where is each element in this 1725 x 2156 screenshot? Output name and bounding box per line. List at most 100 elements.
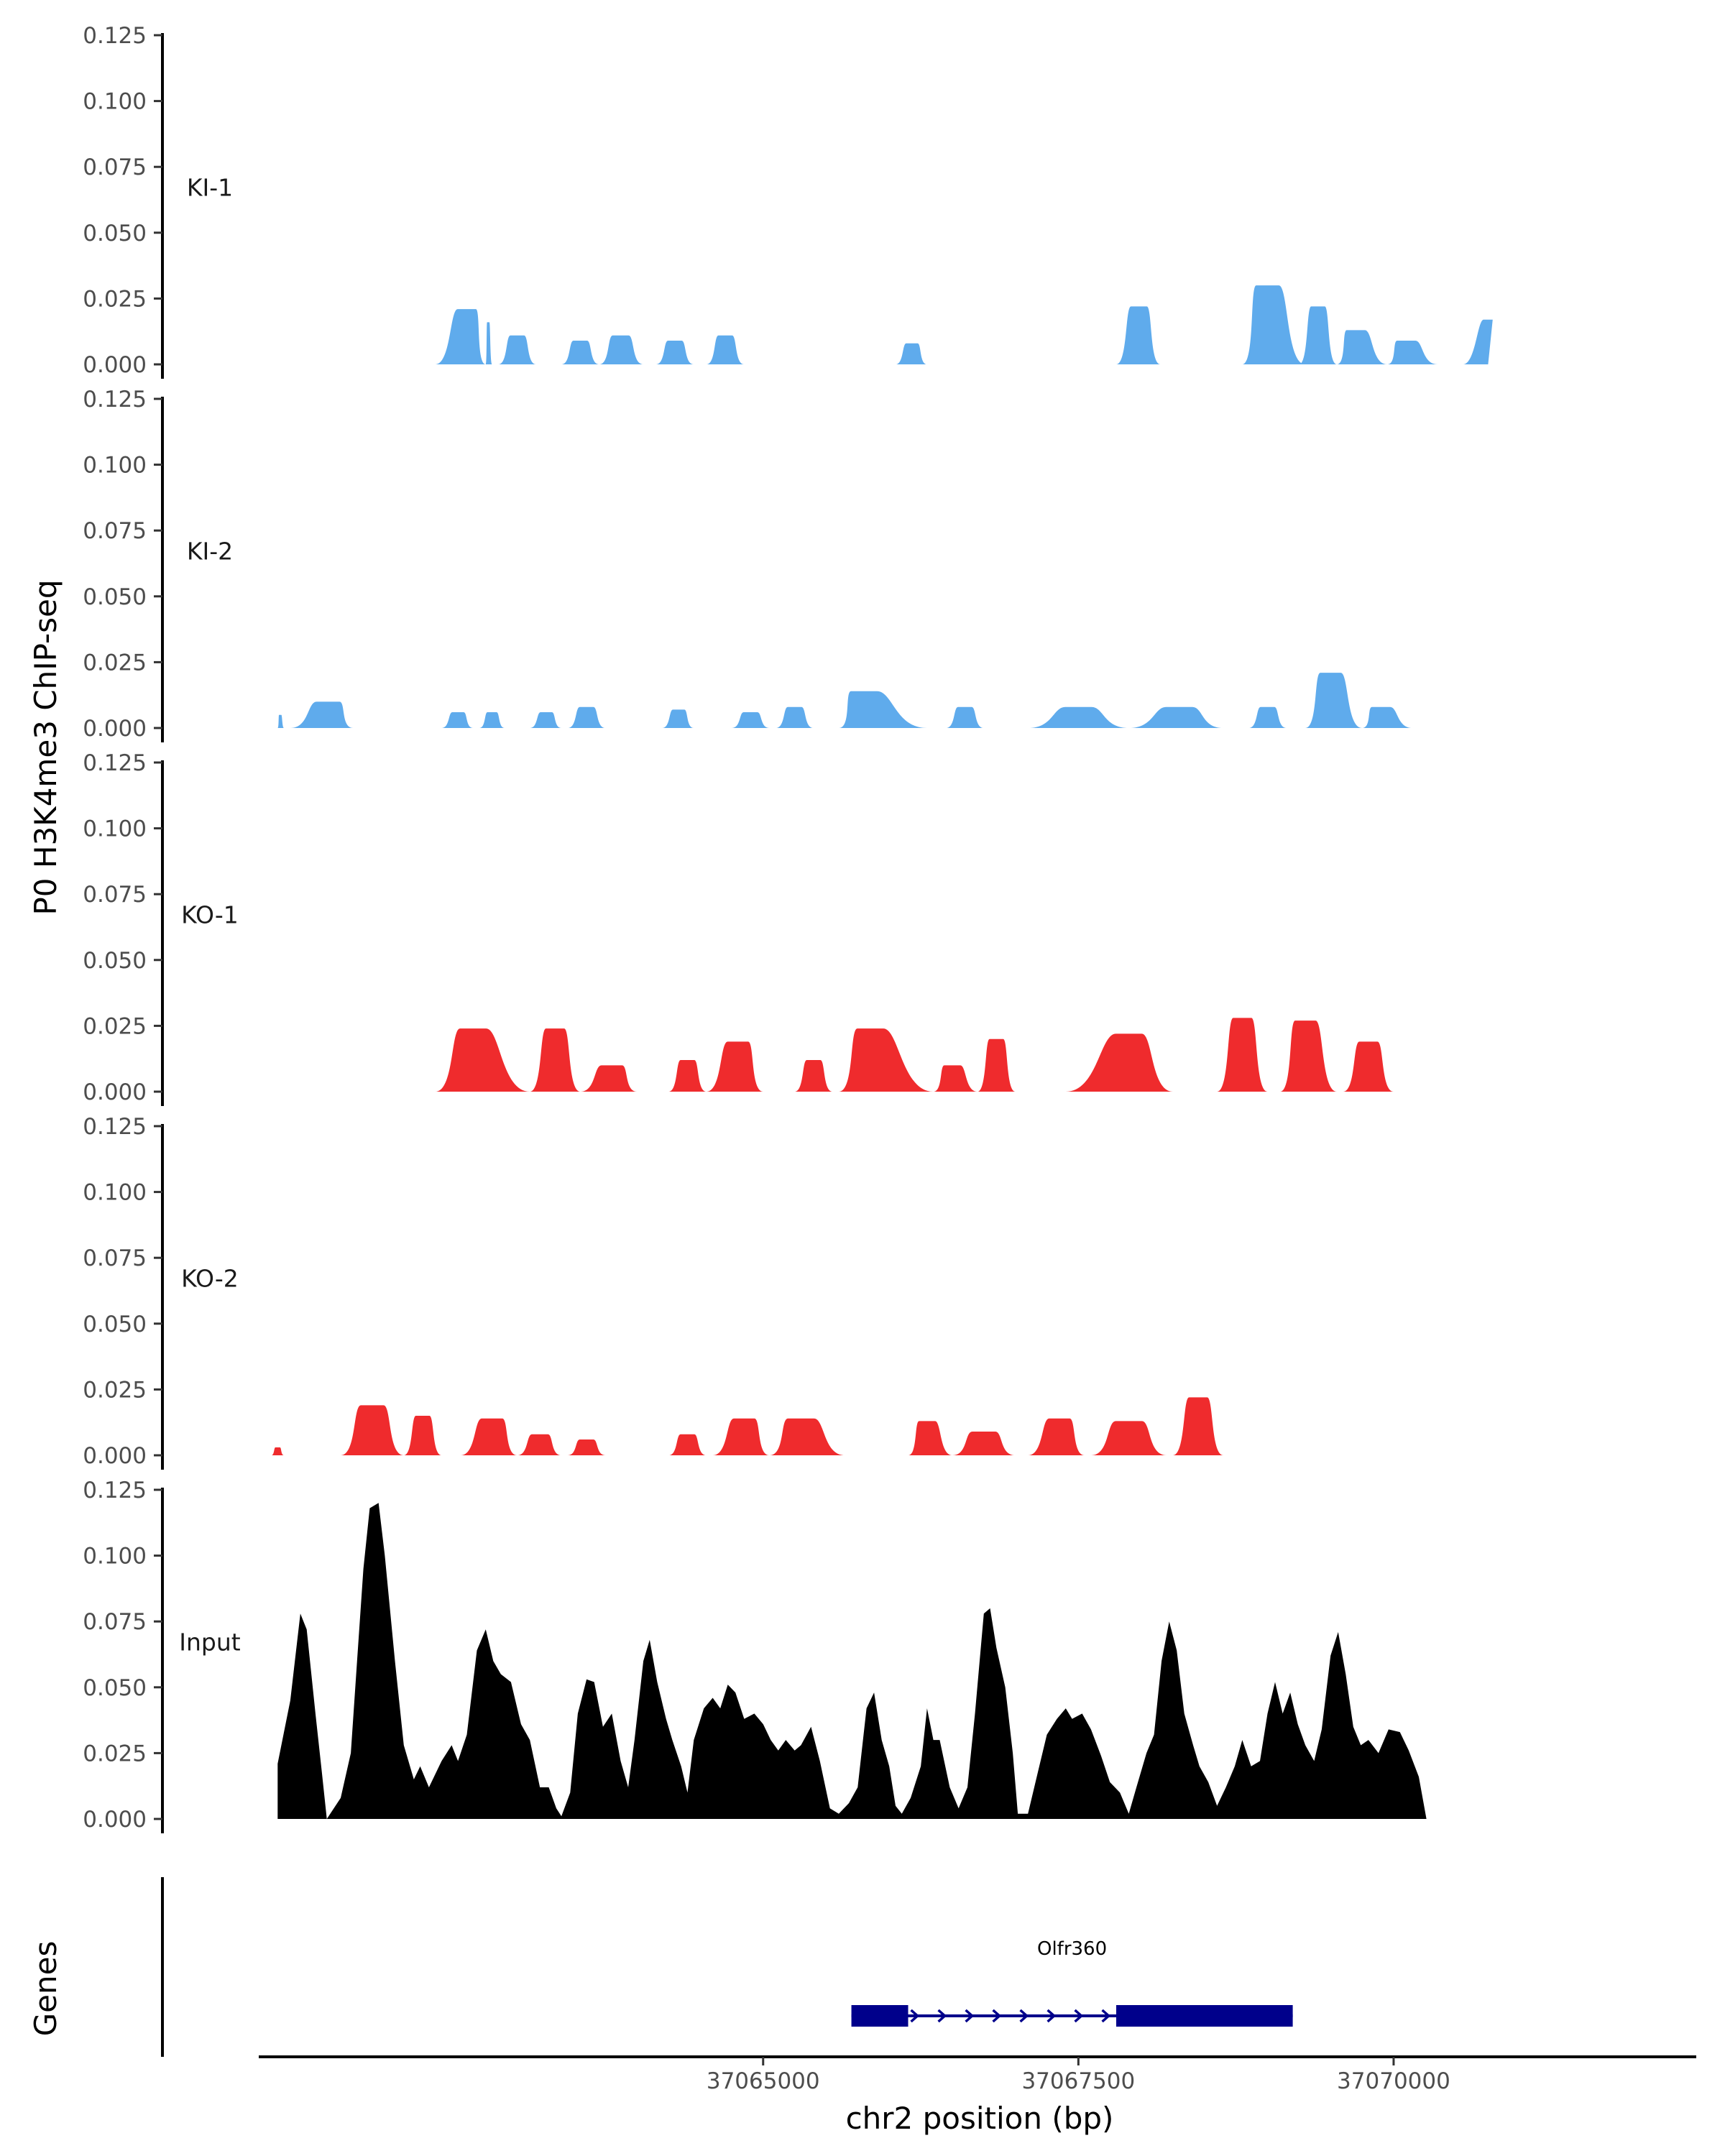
- coverage-peak: [769, 1418, 845, 1455]
- coverage-peak: [1090, 1421, 1167, 1455]
- y-tick-label: 0.125: [83, 750, 147, 776]
- track-label: KO-1: [181, 901, 239, 929]
- coverage-peak: [1065, 1033, 1173, 1092]
- track-panel-ki-1: 0.125 0.100 0.075 0.050 0.025 0.000 KI-1: [83, 23, 1493, 379]
- coverage-peak: [479, 712, 505, 728]
- y-tick-label: 0.000: [83, 1807, 147, 1833]
- coverage-peak: [1116, 306, 1161, 364]
- coverage-peak: [839, 1028, 934, 1092]
- track-label: KI-1: [187, 174, 233, 202]
- genes-layer: Olfr360: [161, 1877, 1293, 2057]
- y-tick-label: 0.025: [83, 286, 147, 312]
- coverage-peak: [1217, 1018, 1268, 1092]
- track-panel-ko-1: 0.125 0.100 0.075 0.050 0.025 0.000 KO-1: [83, 750, 1394, 1106]
- coverage-peak: [530, 712, 562, 728]
- y-axis-title: P0 H3K4me3 ChIP-seq: [28, 579, 63, 915]
- coverage-peak: [1028, 1418, 1085, 1455]
- y-tick-label: 0.125: [83, 1478, 147, 1503]
- y-tick-label: 0.050: [83, 948, 147, 974]
- coverage-peak: [706, 1041, 763, 1092]
- y-tick-label: 0.000: [83, 1443, 147, 1469]
- coverage-peak: [599, 335, 644, 364]
- y-tick-label: 0.100: [83, 816, 147, 842]
- coverage-peak: [460, 1418, 518, 1455]
- coverage-peak: [731, 712, 770, 728]
- strand-arrow: [1046, 2009, 1057, 2023]
- y-tick-label: 0.125: [83, 387, 147, 413]
- coverage-peak: [290, 701, 354, 728]
- strand-arrow: [1074, 2009, 1084, 2023]
- coverage-peak: [1280, 1021, 1337, 1092]
- strand-arrow: [1101, 2009, 1111, 2023]
- coverage-peak: [485, 322, 492, 364]
- y-tick-label: 0.000: [83, 716, 147, 742]
- coverage-peak: [1305, 673, 1363, 728]
- coverage-peak: [1128, 706, 1224, 728]
- strand-arrow: [937, 2009, 947, 2023]
- input-coverage-area: [277, 1503, 1427, 1819]
- coverage-peak: [561, 341, 599, 364]
- y-tick-label: 0.025: [83, 650, 147, 676]
- y-tick-label: 0.100: [83, 1544, 147, 1570]
- strand-arrow: [910, 2009, 920, 2023]
- coverage-peak: [1028, 706, 1129, 728]
- coverage-peak: [1343, 1041, 1394, 1092]
- y-tick-label: 0.050: [83, 221, 147, 247]
- coverage-peak: [1463, 319, 1493, 364]
- y-tick-label: 0.075: [83, 882, 147, 908]
- y-tick-label: 0.075: [83, 1245, 147, 1271]
- coverage-peak: [271, 1447, 285, 1455]
- tracks-layer: 0.1250.1000.0750.0500.0250.000KI-10.1250…: [83, 23, 1493, 1833]
- strand-arrow: [992, 2009, 1002, 2023]
- coverage-peak: [1387, 341, 1438, 364]
- y-tick-label: 0.050: [83, 584, 147, 610]
- coverage-peak: [908, 1421, 952, 1455]
- coverage-peak: [1337, 330, 1388, 364]
- coverage-peak: [668, 1434, 707, 1455]
- y-tick-label: 0.025: [83, 1013, 147, 1039]
- coverage-peak: [435, 309, 486, 364]
- y-tick-label: 0.100: [83, 89, 147, 115]
- coverage-peak: [656, 341, 694, 364]
- coverage-peak: [776, 706, 814, 728]
- coverage-peak: [712, 1418, 770, 1455]
- y-tick-label: 0.125: [83, 1114, 147, 1140]
- coverage-peak: [839, 691, 927, 728]
- coverage-peak: [567, 1439, 606, 1455]
- coverage-peak: [530, 1028, 581, 1092]
- x-tick-label: 37070000: [1337, 2068, 1450, 2094]
- y-tick-label: 0.125: [83, 23, 147, 49]
- y-tick-label: 0.025: [83, 1377, 147, 1403]
- coverage-peak: [946, 706, 984, 728]
- track-panel-input: 0.125 0.100 0.075 0.050 0.025 0.000 Input: [83, 1478, 1427, 1833]
- coverage-peak: [794, 1060, 833, 1092]
- gene-exon: [851, 2005, 908, 2027]
- coverage-peak: [580, 1065, 638, 1092]
- y-tick-label: 0.075: [83, 1609, 147, 1635]
- coverage-peak: [896, 343, 927, 364]
- y-tick-label: 0.050: [83, 1675, 147, 1701]
- coverage-peak: [1248, 706, 1287, 728]
- coverage-peak: [1299, 306, 1337, 364]
- y-tick-label: 0.050: [83, 1312, 147, 1337]
- y-tick-label: 0.075: [83, 518, 147, 544]
- y-tick-label: 0.100: [83, 453, 147, 479]
- gene-exon: [1116, 2005, 1293, 2027]
- coverage-peak: [668, 1060, 707, 1092]
- genes-axis-title: Genes: [28, 1941, 63, 2037]
- x-tick-label: 37067500: [1021, 2068, 1135, 2094]
- x-tick-label: 37065000: [707, 2068, 820, 2094]
- coverage-peak: [277, 714, 285, 728]
- strand-arrow: [965, 2009, 975, 2023]
- coverage-peak: [933, 1065, 978, 1092]
- coverage-peak: [441, 712, 474, 728]
- y-tick-label: 0.100: [83, 1180, 147, 1206]
- track-label: KI-2: [187, 538, 233, 566]
- x-axis: 37065000 37067500 37070000: [259, 2055, 1696, 2094]
- track-panel-ki-2: 0.125 0.100 0.075 0.050 0.025 0.000 KI-2: [83, 387, 1413, 742]
- coverage-peak: [435, 1028, 530, 1092]
- y-tick-label: 0.025: [83, 1741, 147, 1766]
- y-tick-label: 0.000: [83, 352, 147, 378]
- y-tick-label: 0.000: [83, 1079, 147, 1105]
